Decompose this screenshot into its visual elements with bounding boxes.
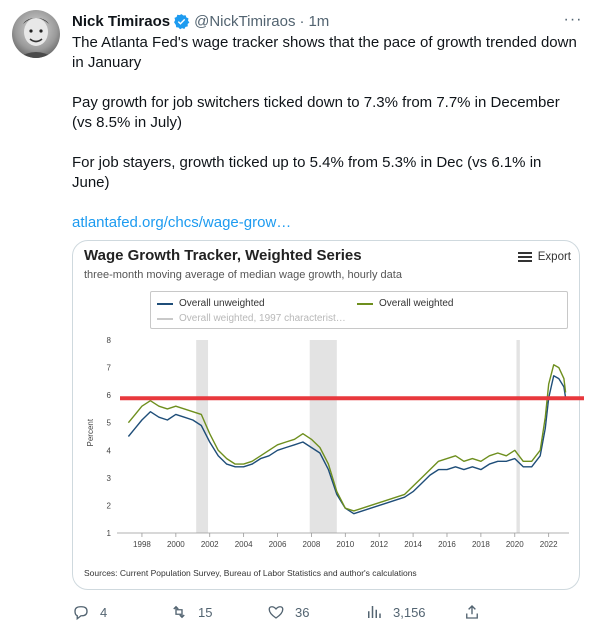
x-tick-label: 2008 [303, 540, 321, 549]
author-handle[interactable]: @NickTimiraos [194, 12, 296, 30]
x-tick-label: 2012 [370, 540, 388, 549]
legend-label-weighted-1997: Overall weighted, 1997 characterist… [179, 313, 346, 324]
x-tick-label: 2016 [438, 540, 456, 549]
tweet-timestamp[interactable]: 1m [308, 12, 330, 30]
x-tick-label: 2000 [167, 540, 185, 549]
tweet-link[interactable]: atlantafed.org/chcs/wage-grow… [72, 214, 292, 231]
series-line-unweighted [127, 375, 567, 515]
x-tick-label: 2022 [540, 540, 558, 549]
legend-item-weighted[interactable]: Overall weighted [357, 298, 453, 309]
y-tick-label: 4 [107, 446, 112, 455]
like-count: 36 [295, 604, 310, 620]
tweet-paragraph-1: The Atlanta Fed's wage tracker shows tha… [72, 34, 581, 71]
x-tick-label: 2010 [336, 540, 354, 549]
chart-source: Sources: Current Population Survey, Bure… [84, 568, 417, 578]
legend-swatch-weighted-1997 [157, 317, 173, 320]
like-button[interactable]: 36 [267, 603, 365, 621]
x-tick-label: 2004 [235, 540, 253, 549]
y-tick-label: 7 [107, 364, 112, 373]
retweet-icon [173, 605, 185, 619]
chart-legend: Overall unweighted Overall weighted Over… [150, 291, 568, 329]
x-tick-label: 2002 [201, 540, 219, 549]
legend-swatch-unweighted [157, 302, 173, 305]
y-tick-label: 2 [107, 501, 112, 510]
chart-title: Wage Growth Tracker, Weighted Series [84, 247, 362, 264]
recession-band [196, 340, 209, 533]
recession-band [309, 340, 337, 533]
tweet-body: The Atlanta Fed's wage tracker shows tha… [72, 33, 582, 253]
x-tick-label: 2020 [506, 540, 524, 549]
views-button[interactable]: 3,156 [365, 603, 463, 621]
heart-icon [268, 606, 284, 619]
tweet-header: Nick Timiraos @NickTimiraos · 1m ··· [72, 11, 585, 31]
verified-badge-icon [173, 13, 190, 30]
more-options-icon[interactable]: ··· [563, 11, 583, 28]
chart-subtitle: three-month moving average of median wag… [84, 269, 402, 281]
y-tick-label: 1 [107, 529, 112, 538]
legend-swatch-weighted [357, 302, 373, 305]
tweet-paragraph-3: For job stayers, growth ticked up to 5.4… [72, 154, 546, 191]
export-label: Export [537, 251, 571, 263]
chart-plot: 1 2 3 4 5 6 7 8 Percent 1998 2000 2002 2004 2006 2008 2… [86, 336, 569, 549]
retweet-count: 15 [198, 604, 213, 620]
author-name[interactable]: Nick Timiraos [72, 12, 171, 30]
legend-label-unweighted: Overall unweighted [179, 298, 265, 309]
y-axis-label: Percent [86, 418, 95, 446]
tweet-paragraph-2: Pay growth for job switchers ticked down… [72, 94, 564, 131]
share-button[interactable] [463, 603, 481, 621]
share-icon [466, 605, 478, 619]
menu-icon [517, 252, 532, 262]
tweet-actions: 4 15 36 3,156 [72, 600, 502, 624]
y-tick-label: 8 [107, 336, 112, 345]
x-tick-label: 2018 [472, 540, 490, 549]
view-count: 3,156 [393, 604, 426, 620]
legend-label-weighted: Overall weighted [379, 298, 454, 309]
x-tick-label: 2006 [269, 540, 287, 549]
chart-card[interactable]: Wage Growth Tracker, Weighted Series thr… [72, 240, 580, 590]
analytics-icon [368, 606, 381, 618]
separator-dot: · [299, 12, 305, 30]
recession-band [516, 340, 520, 533]
retweet-button[interactable]: 15 [170, 603, 267, 621]
reply-button[interactable]: 4 [72, 603, 170, 621]
legend-item-unweighted[interactable]: Overall unweighted [157, 298, 265, 309]
reply-icon [74, 606, 88, 621]
reply-count: 4 [100, 604, 108, 620]
export-button[interactable]: Export [517, 251, 571, 263]
x-tick-label: 2014 [404, 540, 422, 549]
y-tick-label: 6 [107, 391, 112, 400]
author-avatar[interactable] [12, 10, 60, 58]
y-tick-label: 5 [107, 419, 112, 428]
x-tick-label: 1998 [133, 540, 151, 549]
series-line-weighted [127, 364, 567, 512]
legend-item-weighted-1997[interactable]: Overall weighted, 1997 characterist… [157, 313, 346, 324]
y-tick-label: 3 [107, 474, 112, 483]
